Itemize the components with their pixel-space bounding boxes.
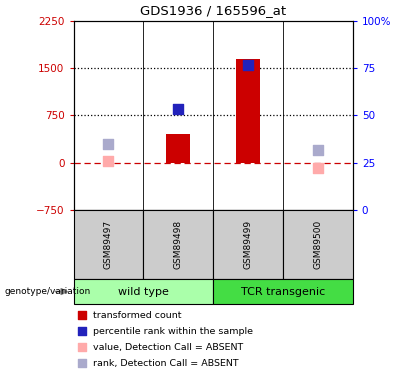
Bar: [213, 210, 283, 279]
Text: GSM89498: GSM89498: [174, 220, 183, 269]
Text: percentile rank within the sample: percentile rank within the sample: [93, 327, 253, 336]
Bar: [143, 210, 213, 279]
Text: GSM89499: GSM89499: [244, 220, 252, 269]
Point: [79, 360, 85, 366]
Text: GSM89500: GSM89500: [313, 220, 323, 269]
Point: [245, 62, 252, 68]
Point: [79, 328, 85, 334]
Point: [315, 165, 321, 171]
Bar: [74, 210, 143, 279]
Text: TCR transgenic: TCR transgenic: [241, 286, 325, 297]
Text: wild type: wild type: [118, 286, 169, 297]
Bar: [166, 134, 190, 163]
Point: [79, 312, 85, 318]
Text: value, Detection Call = ABSENT: value, Detection Call = ABSENT: [93, 343, 243, 352]
Text: genotype/variation: genotype/variation: [4, 287, 90, 296]
Bar: [74, 279, 213, 304]
Point: [175, 106, 181, 112]
Bar: [283, 210, 353, 279]
Title: GDS1936 / 165596_at: GDS1936 / 165596_at: [140, 4, 286, 16]
Text: transformed count: transformed count: [93, 311, 181, 320]
Bar: [213, 279, 353, 304]
Text: rank, Detection Call = ABSENT: rank, Detection Call = ABSENT: [93, 359, 239, 368]
Point: [105, 158, 112, 164]
Point: [105, 141, 112, 147]
Point: [79, 344, 85, 350]
Point: [315, 147, 321, 153]
Text: GSM89497: GSM89497: [104, 220, 113, 269]
Bar: [236, 58, 260, 163]
